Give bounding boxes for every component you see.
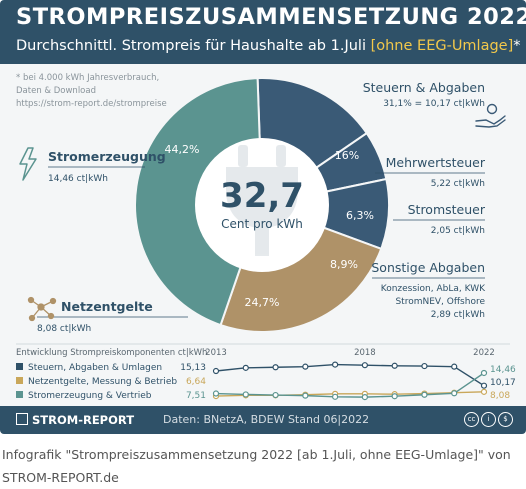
start-value-steuern: 15,13 <box>180 363 206 373</box>
label-sonstige-abgaben: Sonstige Abgaben <box>371 260 485 275</box>
detail-mehrwertsteuer: 5,22 ct|kWh <box>431 179 485 189</box>
attribution-icon[interactable]: i <box>481 412 496 427</box>
hand-icon <box>475 103 506 128</box>
page-subtitle: Durchschnittl. Strompreis für Haushalte … <box>16 38 521 54</box>
trend-point-2-7 <box>421 391 428 398</box>
network-icon <box>27 296 57 322</box>
detail-steuern-abgaben: 31,1% = 10,17 ct|kWh <box>383 99 485 109</box>
trend-point-2-1 <box>242 391 249 398</box>
trend-title: Entwicklung Strompreiskomponenten ct|kWh <box>16 348 207 358</box>
donut-chart: * bei 4.000 kWh Jahresverbrauch, Daten &… <box>16 73 516 401</box>
end-value-steuern: 10,17 <box>490 378 516 388</box>
x-tick-2018: 2018 <box>354 348 376 358</box>
brand: STROM-REPORT <box>16 413 134 427</box>
legend-swatch-erzeugung <box>16 391 23 398</box>
footnote-line-1: * bei 4.000 kWh Jahresverbrauch, <box>16 73 159 83</box>
legend-swatch-steuern <box>16 363 23 370</box>
footer-bar: STROM-REPORT Daten: BNetzA, BDEW Stand 0… <box>0 406 526 434</box>
image-caption: Infografik "Strompreiszusammensetzung 20… <box>2 447 511 485</box>
label-stromerzeugung: Stromerzeugung <box>48 149 166 164</box>
brand-logo-icon <box>16 413 28 425</box>
start-value-erzeugung: 7,51 <box>186 391 206 401</box>
header-bar: STROMPREISZUSAMMENSETZUNG 2022 Durchschn… <box>0 0 526 64</box>
trend-point-0-3 <box>302 363 309 370</box>
trend-point-0-5 <box>361 362 368 369</box>
label-netzentgelte: Netzentgelte <box>61 299 153 314</box>
label-stromsteuer: Stromsteuer <box>408 202 486 217</box>
footnote-line-2: Daten & Download <box>16 86 96 96</box>
trend-point-0-2 <box>272 364 279 371</box>
trend-point-2-3 <box>302 392 309 399</box>
slice-pct-netzentgelte: 24,7% <box>245 296 280 309</box>
trend-line-0 <box>215 363 485 387</box>
trend-point-0-0 <box>212 367 220 375</box>
legend-swatch-netz <box>16 377 23 384</box>
footnote-line-3: https://strom-report.de/strompreise <box>16 99 167 109</box>
noncommercial-icon[interactable]: $ <box>498 412 513 427</box>
subtitle-asterisk: * <box>513 38 521 54</box>
detail-sonstige-2: StromNEV, Offshore <box>395 297 485 307</box>
trend-point-2-4 <box>332 393 339 400</box>
x-tick-2022: 2022 <box>473 348 495 358</box>
page-title: STROMPREISZUSAMMENSETZUNG 2022 <box>16 4 526 30</box>
trend-point-0-9 <box>480 382 488 389</box>
start-value-netz: 6,64 <box>186 377 206 387</box>
x-tick-2013: 2013 <box>205 348 227 358</box>
slice-pct-sonstige: 8,9% <box>330 258 358 271</box>
detail-sonstige-1: Konzession, AbLa, KWK <box>381 284 486 294</box>
trend-point-2-0 <box>212 390 220 397</box>
lightning-icon <box>19 147 37 181</box>
trend-point-2-8 <box>451 390 458 397</box>
leader-lines <box>37 166 485 318</box>
slice-pct-stromsteuer: 6,3% <box>346 209 374 222</box>
legend-netz: Netzentgelte, Messung & Betrieb <box>28 377 177 387</box>
trend-line-2 <box>215 372 485 398</box>
infographic-card: STROMPREISZUSAMMENSETZUNG 2022 Durchschn… <box>0 0 526 434</box>
trend-point-2-2 <box>272 391 279 399</box>
end-value-netz: 8,08 <box>490 391 510 401</box>
trend-lines <box>212 361 488 401</box>
brand-name: STROM-REPORT <box>32 413 135 427</box>
label-mehrwertsteuer: Mehrwertsteuer <box>386 155 486 170</box>
subtitle-main: Durchschnittl. Strompreis für Haushalte … <box>16 38 366 54</box>
label-steuern-abgaben: Steuern & Abgaben <box>363 80 485 95</box>
legend-steuern: Steuern, Abgaben & Umlagen <box>28 363 162 373</box>
detail-sonstige-3: 2,89 ct|kWh <box>431 310 485 320</box>
plug-icon <box>226 145 298 256</box>
trend-point-0-6 <box>391 362 398 369</box>
trend-point-0-1 <box>242 364 249 371</box>
trend-point-2-9 <box>480 369 488 377</box>
source-text: Daten: BNetzA, BDEW Stand 06|2022 <box>163 413 370 426</box>
detail-netzentgelte: 8,08 ct|kWh <box>37 324 91 334</box>
center-value: 32,7 <box>220 176 304 216</box>
trend-point-2-6 <box>391 393 398 400</box>
trend-point-0-7 <box>421 362 428 370</box>
trend-point-1-9 <box>480 388 488 395</box>
trend-point-0-4 <box>332 361 339 368</box>
end-value-erzeugung: 14,46 <box>490 365 516 375</box>
trend-point-2-5 <box>361 394 368 401</box>
slice-pct-stromerzeugung: 44,2% <box>165 143 200 156</box>
cc-license-icon[interactable]: cc <box>464 412 479 427</box>
legend-erzeugung: Stromerzeugung & Vertrieb <box>28 391 152 401</box>
slice-pct-mehrwertsteuer: 16% <box>335 149 359 162</box>
center-unit: Cent pro kWh <box>221 217 303 231</box>
subtitle-highlight: [ohne EEG-Umlage] <box>370 38 514 54</box>
detail-stromsteuer: 2,05 ct|kWh <box>431 226 485 236</box>
detail-stromerzeugung: 14,46 ct|kWh <box>48 174 108 184</box>
trend-point-0-8 <box>451 363 458 370</box>
donut-hole <box>195 138 329 272</box>
